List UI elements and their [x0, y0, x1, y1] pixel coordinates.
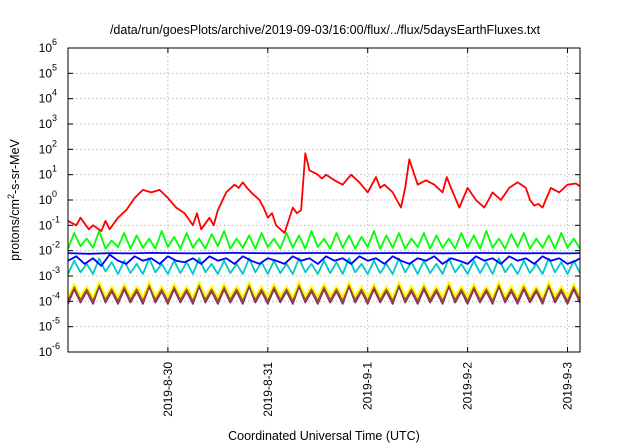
y-tick-label: 10	[39, 41, 53, 55]
y-tick-label-exponent: 5	[52, 62, 57, 72]
x-tick-label: 2019-9-2	[461, 362, 475, 410]
y-tick-label-exponent: -6	[52, 341, 60, 351]
y-tick-label-exponent: 3	[52, 113, 57, 123]
series-line	[67, 280, 581, 298]
y-tick-label: 10	[39, 218, 53, 232]
y-tick-label: 10	[39, 193, 53, 207]
x-tick-label: 2019-9-1	[361, 362, 375, 410]
y-axis-label-sup: 2	[6, 194, 16, 199]
y-tick-label: 10	[39, 92, 53, 106]
x-tick-label: 2019-8-30	[161, 362, 175, 417]
y-tick-label-exponent: 4	[52, 88, 57, 98]
x-axis: 2019-8-30 2019-8-31 2019-9-1 2019-9-2 2019-9…	[161, 48, 575, 417]
series-line	[67, 253, 581, 267]
y-tick-label: 10	[39, 117, 53, 131]
y-tick-label-exponent: 2	[52, 138, 57, 148]
series-line	[67, 251, 581, 255]
y-tick-label: 10	[39, 168, 53, 182]
y-axis: 10 -610 -510 -410 -310 -210 -110 010 110 210 310 41…	[39, 37, 580, 359]
y-axis-label: protons/cm2-s-sr-MeV	[6, 138, 22, 260]
y-tick-label: 10	[39, 244, 53, 258]
series-line	[67, 152, 581, 234]
y-tick-label: 10	[39, 320, 53, 334]
series-line	[67, 282, 581, 303]
series-line	[67, 257, 581, 275]
x-tick-label: 2019-8-31	[261, 362, 275, 417]
series-line	[67, 230, 581, 250]
y-tick-label-exponent: 6	[52, 37, 57, 47]
x-tick-label: 2019-9-3	[561, 362, 575, 410]
y-tick-label-exponent: -3	[52, 265, 60, 275]
y-tick-label-exponent: -2	[52, 240, 60, 250]
y-tick-label-exponent: 1	[52, 164, 57, 174]
y-tick-label-exponent: -4	[52, 290, 60, 300]
chart-title: /data/run/goesPlots/archive/2019-09-03/1…	[110, 23, 541, 37]
y-tick-label: 10	[39, 142, 53, 156]
grid	[68, 48, 580, 352]
y-tick-label: 10	[39, 294, 53, 308]
y-tick-label-exponent: 0	[52, 189, 57, 199]
series-group	[67, 152, 581, 305]
y-tick-label-exponent: -1	[52, 214, 60, 224]
y-axis-label-rest: -s-sr-MeV	[8, 138, 22, 194]
y-tick-label: 10	[39, 66, 53, 80]
y-axis-label-base: protons/cm	[8, 199, 22, 261]
x-axis-label: Coordinated Universal Time (UTC)	[228, 429, 420, 443]
y-tick-label: 10	[39, 269, 53, 283]
y-tick-label: 10	[39, 345, 53, 359]
y-tick-label-exponent: -5	[52, 316, 60, 326]
